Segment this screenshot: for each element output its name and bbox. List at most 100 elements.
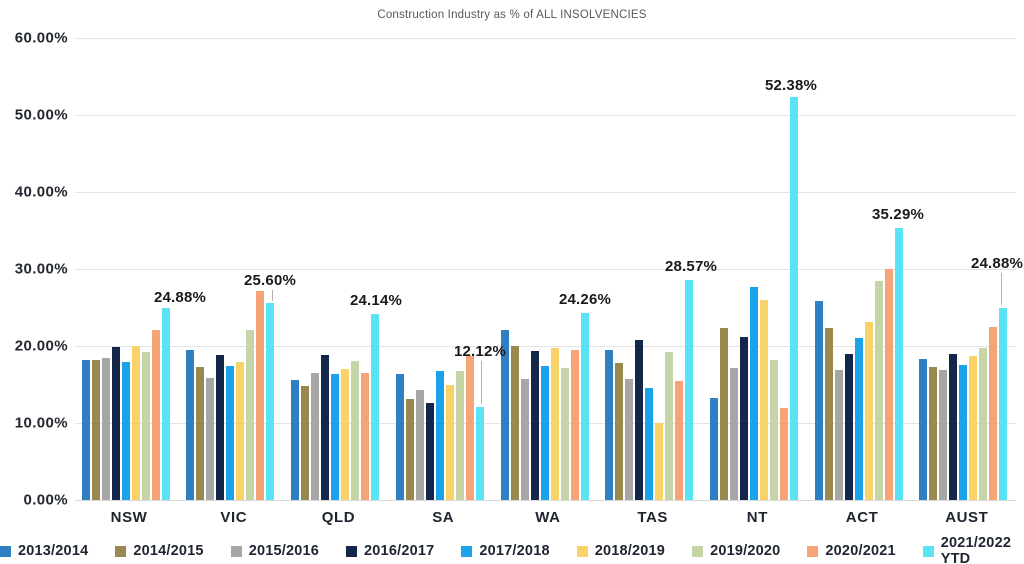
bar-2020-2021-tas (675, 381, 684, 500)
chart-title: Construction Industry as % of ALL INSOLV… (377, 9, 647, 21)
y-axis-tick: 30.00% (14, 260, 68, 278)
bar-2020-2021-sa (465, 356, 474, 500)
bar-2021-2022-YTD-wa (580, 313, 589, 500)
legend-item-2019-2020: 2019/2020 (692, 543, 780, 559)
legend-label: 2020/2021 (825, 543, 896, 559)
bar-2015-2016-tas (625, 379, 634, 500)
data-label-qld: 24.14% (349, 292, 403, 309)
x-axis-label-nt: NT (746, 509, 768, 526)
bar-2019-2020-wa (560, 368, 569, 500)
legend-label: 2017/2018 (479, 543, 550, 559)
legend-item-2018-2019: 2018/2019 (576, 543, 666, 559)
legend-item-2021-2022-YTD: 2021/2022 YTD (922, 535, 1024, 564)
bar-2020-2021-nsw (151, 329, 160, 500)
legend-swatch (807, 545, 819, 557)
legend-item-2016-2017: 2016/2017 (346, 543, 434, 559)
x-axis-label-aust: AUST (945, 509, 989, 526)
bar-2013-2014-aust (919, 359, 928, 500)
bar-2017-2018-tas (645, 387, 654, 500)
bar-2019-2020-act (874, 280, 883, 500)
legend-item-2014-2015: 2014/2015 (115, 543, 203, 559)
bar-2017-2018-aust (959, 365, 968, 500)
bar-2020-2021-aust (989, 326, 998, 500)
x-axis-label-vic: VIC (220, 509, 248, 526)
gridline-40 (75, 192, 1016, 193)
bar-2020-2021-qld (361, 372, 370, 500)
legend-label: 2016/2017 (364, 543, 435, 559)
legend-label: 2019/2020 (710, 543, 781, 559)
x-axis-label-qld: QLD (321, 509, 356, 526)
bar-2020-2021-nt (780, 408, 789, 500)
bar-2013-2014-qld (291, 379, 300, 500)
legend-label: 2018/2019 (594, 543, 666, 559)
legend-swatch (692, 545, 704, 557)
bar-2021-2022-YTD-vic (266, 302, 275, 500)
bar-2015-2016-qld (311, 372, 320, 500)
legend-swatch (115, 545, 127, 557)
legend-swatch (922, 545, 934, 557)
gridline-0 (75, 500, 1016, 501)
bar-2021-2022-YTD-tas (685, 280, 694, 500)
bar-2018-2019-act (864, 322, 873, 500)
x-axis-label-tas: TAS (637, 509, 668, 526)
bar-2015-2016-vic (206, 377, 215, 500)
x-axis-label-wa: WA (535, 509, 561, 526)
bar-2021-2022-YTD-nt (790, 96, 799, 500)
legend-swatch (461, 545, 473, 557)
bar-2021-2022-YTD-nsw (161, 308, 170, 500)
bar-2018-2019-nsw (131, 346, 140, 500)
bar-2021-2022-YTD-act (894, 228, 903, 500)
y-axis-tick: 60.00% (14, 29, 68, 47)
bar-2014-2015-nsw (91, 359, 100, 500)
bar-2013-2014-act (814, 300, 823, 500)
bar-2018-2019-wa (550, 347, 559, 500)
bar-2018-2019-vic (236, 362, 245, 500)
data-label-nsw: 24.88% (153, 289, 207, 306)
legend: 2013/2014 2014/2015 2015/2016 2016/2017 2017… (0, 535, 1024, 564)
bar-2017-2018-nt (750, 286, 759, 500)
legend-label: 2013/2014 (18, 543, 89, 559)
bar-2020-2021-vic (256, 290, 265, 500)
bar-2016-2017-sa (425, 402, 434, 500)
x-axis-label-nsw: NSW (110, 509, 148, 526)
bar-2018-2019-qld (341, 369, 350, 500)
bar-2016-2017-act (844, 353, 853, 500)
bar-2016-2017-vic (216, 355, 225, 500)
bar-2016-2017-nsw (111, 346, 120, 500)
legend-item-2013-2014: 2013/2014 (0, 543, 88, 559)
bar-2016-2017-nt (740, 336, 749, 500)
y-axis-tick: 0.00% (23, 491, 68, 509)
bar-2021-2022-YTD-qld (371, 314, 380, 500)
data-label-act: 35.29% (871, 206, 925, 223)
data-label-vic: 25.60% (243, 272, 297, 289)
y-axis-tick: 10.00% (14, 414, 68, 432)
bar-2018-2019-sa (445, 384, 454, 500)
bar-2017-2018-qld (331, 374, 340, 500)
bar-2014-2015-wa (510, 346, 519, 500)
bar-2021-2022-YTD-aust (999, 308, 1008, 500)
bar-2017-2018-wa (540, 366, 549, 500)
data-label-wa: 24.26% (558, 291, 612, 308)
bar-2013-2014-sa (395, 374, 404, 500)
bar-2014-2015-vic (196, 366, 205, 500)
bar-2018-2019-tas (655, 423, 664, 500)
bar-2017-2018-sa (435, 371, 444, 500)
bar-2018-2019-aust (969, 356, 978, 500)
x-axis-label-sa: SA (432, 509, 455, 526)
leader-line (481, 361, 482, 404)
legend-label: 2014/2015 (133, 543, 204, 559)
y-axis-tick: 20.00% (14, 337, 68, 355)
bar-2013-2014-vic (186, 349, 195, 500)
bar-2018-2019-nt (760, 299, 769, 500)
bar-2014-2015-tas (615, 362, 624, 500)
legend-swatch (346, 545, 358, 557)
bar-2020-2021-wa (570, 349, 579, 500)
bar-2015-2016-nsw (101, 357, 110, 500)
gridline-60 (75, 38, 1016, 39)
legend-item-2020-2021: 2020/2021 (807, 543, 896, 559)
bar-2013-2014-nt (710, 398, 719, 500)
bar-2017-2018-act (854, 337, 863, 500)
legend-item-2017-2018: 2017/2018 (461, 543, 550, 559)
gridline-50 (75, 115, 1016, 116)
